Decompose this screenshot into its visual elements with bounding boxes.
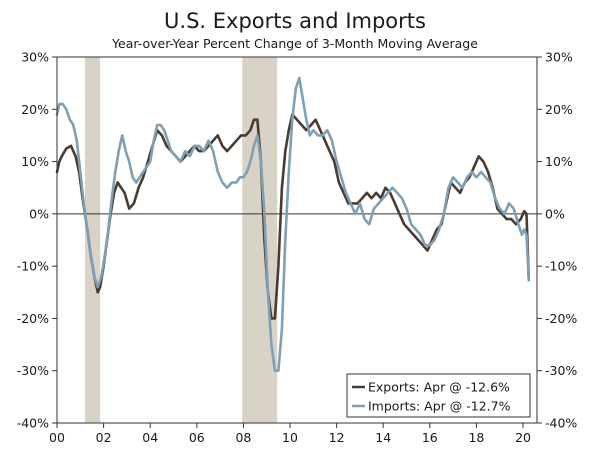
y-tick-label-left: 10%	[21, 154, 49, 169]
x-tick-label: 12	[329, 430, 345, 445]
recession-bands	[84, 57, 278, 423]
y-tick-label-right: -20%	[545, 311, 577, 326]
axes	[56, 56, 538, 424]
y-tick-label-left: -10%	[17, 259, 49, 274]
x-tick-label: 02	[96, 430, 112, 445]
legend-label-imports: Imports: Apr @ -12.7%	[368, 399, 511, 414]
recession-band-1	[242, 57, 278, 423]
y-tick-label-right: 0%	[545, 206, 565, 221]
x-tick-label: 20	[515, 430, 531, 445]
legend: Exports: Apr @ -12.6% Imports: Apr @ -12…	[346, 373, 531, 418]
plot-frame	[56, 56, 538, 424]
y-tick-label-left: 0%	[29, 206, 49, 221]
y-tick-label-left: 20%	[21, 102, 49, 117]
series-line-imports	[55, 76, 531, 372]
x-tick-label: 08	[235, 430, 251, 445]
series-lines	[55, 76, 531, 372]
y-tick-label-right: -30%	[545, 363, 577, 378]
legend-box	[346, 373, 531, 418]
y-tick-label-right: 10%	[545, 154, 573, 169]
x-tick-label: 10	[282, 430, 298, 445]
recession-band-0	[84, 57, 101, 423]
x-tick-label: 18	[468, 430, 484, 445]
x-tick-label: 04	[142, 430, 158, 445]
y-tick-label-left: -20%	[17, 311, 49, 326]
y-axis-left: 30% 20% 10% 0% -10% -20% -30% -40%	[17, 50, 57, 431]
y-tick-label-right: -10%	[545, 259, 577, 274]
y-tick-label-right: -40%	[545, 416, 577, 431]
x-axis: 00 02 04 06 08 10 12 14 16 18 20	[49, 423, 531, 445]
y-tick-label-left: -40%	[17, 416, 49, 431]
legend-label-exports: Exports: Apr @ -12.6%	[368, 380, 510, 395]
chart-subtitle: Year-over-Year Percent Change of 3-Month…	[111, 36, 478, 51]
chart-title: U.S. Exports and Imports	[164, 9, 426, 33]
y-tick-label-left: -30%	[17, 363, 49, 378]
x-tick-label: 06	[189, 430, 205, 445]
series-line-exports	[55, 113, 531, 320]
x-tick-label: 14	[375, 430, 391, 445]
x-tick-label: 16	[422, 430, 438, 445]
x-tick-label: 00	[49, 430, 65, 445]
y-tick-label-right: 20%	[545, 102, 573, 117]
y-tick-label-right: 30%	[545, 50, 573, 65]
y-axis-right: 30% 20% 10% 0% -10% -20% -30% -40%	[537, 50, 577, 431]
y-tick-label-left: 30%	[21, 50, 49, 65]
